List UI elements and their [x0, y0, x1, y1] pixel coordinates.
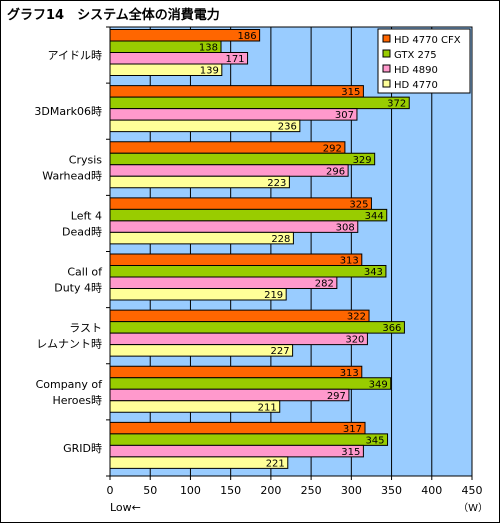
- data-label: 236: [278, 122, 297, 133]
- data-label: 211: [258, 402, 277, 413]
- x-tick-label: 250: [301, 484, 322, 497]
- bar-gtx-275: [109, 265, 387, 278]
- x-tick-label: 0: [107, 484, 114, 497]
- x-tick-label: 150: [220, 484, 241, 497]
- bar-hd-4770: [109, 119, 301, 133]
- legend-swatch: [382, 49, 391, 58]
- bar-hd-4770-cfx: [109, 197, 372, 210]
- data-label: 171: [225, 54, 244, 65]
- bar-gtx-275: [109, 152, 376, 166]
- legend-swatch: [382, 34, 391, 43]
- data-label: 320: [345, 335, 364, 346]
- data-label: 322: [347, 312, 366, 323]
- bar-hd-4890: [109, 332, 368, 346]
- data-label: 343: [364, 267, 383, 278]
- bar-hd-4770: [109, 63, 223, 76]
- low-indicator-label: Low←: [110, 501, 141, 514]
- bar-hd-4890: [109, 164, 349, 177]
- x-tick-label: 100: [180, 484, 201, 497]
- bar-hd-4890: [109, 220, 359, 233]
- bar-hd-4890: [109, 276, 338, 289]
- bar-hd-4770-cfx: [109, 85, 364, 98]
- bar-hd-4770: [109, 400, 281, 413]
- category-label: Company of: [36, 378, 104, 391]
- bar-gtx-275: [109, 321, 405, 334]
- category-label: 3DMark06時: [34, 105, 102, 118]
- data-label: 297: [327, 391, 346, 402]
- data-label: 317: [343, 424, 362, 435]
- category-label: Call of: [67, 266, 103, 279]
- bar-hd-4770-cfx: [109, 421, 366, 435]
- data-label: 227: [271, 346, 290, 357]
- data-label: 307: [335, 110, 354, 121]
- legend-box: [377, 28, 471, 94]
- category-label: アイドル時: [48, 49, 102, 62]
- legend: HD 4770 CFX GTX 275 HD 4890 HD 4770: [377, 28, 471, 94]
- bar-gtx-275: [109, 96, 410, 110]
- data-label: 349: [369, 379, 388, 390]
- bar-hd-4770: [109, 288, 287, 301]
- bar-hd-4890: [109, 444, 364, 458]
- category-label: Left 4: [71, 209, 102, 222]
- bar-gtx-275: [109, 377, 392, 390]
- bar-hd-4890: [109, 388, 350, 402]
- data-label: 366: [382, 323, 401, 334]
- legend-label: HD 4770 CFX: [394, 35, 461, 46]
- category-label: Duty 4時: [54, 282, 102, 295]
- legend-swatch: [382, 64, 391, 73]
- category-label: レムナント時: [36, 338, 102, 351]
- x-tick-label: 400: [421, 484, 442, 497]
- bar-gtx-275: [109, 208, 388, 222]
- data-label: 372: [387, 99, 406, 110]
- x-tick-label: 50: [143, 484, 157, 497]
- data-label: 186: [238, 31, 257, 42]
- data-label: 228: [271, 234, 290, 245]
- data-label: 139: [200, 66, 219, 77]
- data-label: 308: [336, 222, 355, 233]
- x-tick-label: 350: [381, 484, 402, 497]
- data-label: 221: [266, 458, 285, 469]
- bar-hd-4770: [109, 344, 294, 357]
- legend-swatch: [382, 79, 391, 88]
- bar-hd-4770-cfx: [109, 141, 346, 154]
- category-label: ラスト: [69, 322, 102, 335]
- data-label: 223: [267, 178, 286, 189]
- category-label: Heroes時: [52, 394, 102, 407]
- category-label: GRID時: [63, 442, 102, 455]
- x-tick-label: 300: [341, 484, 362, 497]
- category-label: Dead時: [62, 225, 102, 238]
- data-label: 325: [349, 199, 368, 210]
- data-label: 329: [353, 155, 372, 166]
- data-label: 313: [340, 256, 359, 267]
- x-tick-label: 200: [260, 484, 281, 497]
- data-label: 315: [341, 87, 360, 98]
- data-label: 345: [365, 435, 384, 446]
- bar-hd-4770-cfx: [109, 309, 370, 323]
- data-label: 138: [199, 43, 218, 54]
- data-label: 296: [326, 166, 345, 177]
- bar-hd-4770: [109, 456, 289, 469]
- legend-label: HD 4770: [394, 80, 438, 91]
- chart-title: グラフ14 システム全体の消費電力: [7, 7, 220, 23]
- category-label: Warhead時: [42, 169, 102, 182]
- data-label: 315: [341, 447, 360, 458]
- category-label: Crysis: [69, 153, 103, 166]
- unit-label: （W）: [458, 502, 488, 514]
- legend-label: GTX 275: [394, 50, 437, 61]
- legend-label: HD 4890: [394, 65, 438, 76]
- data-label: 219: [264, 290, 283, 301]
- plot-area: 186 138 171 139 アイドル時 315 372 307 236 3DMark06時 29…: [34, 26, 488, 514]
- data-label: 313: [340, 368, 359, 379]
- x-tick-label: 450: [462, 484, 483, 497]
- data-label: 282: [315, 279, 334, 290]
- data-label: 292: [323, 143, 342, 154]
- bar-hd-4770-cfx: [109, 253, 363, 266]
- bar-gtx-275: [109, 433, 389, 446]
- bar-hd-4770: [109, 231, 294, 245]
- bar-hd-4770-cfx: [109, 365, 363, 379]
- bar-hd-4770: [109, 175, 290, 189]
- bar-hd-4890: [109, 108, 358, 121]
- data-label: 344: [365, 211, 384, 222]
